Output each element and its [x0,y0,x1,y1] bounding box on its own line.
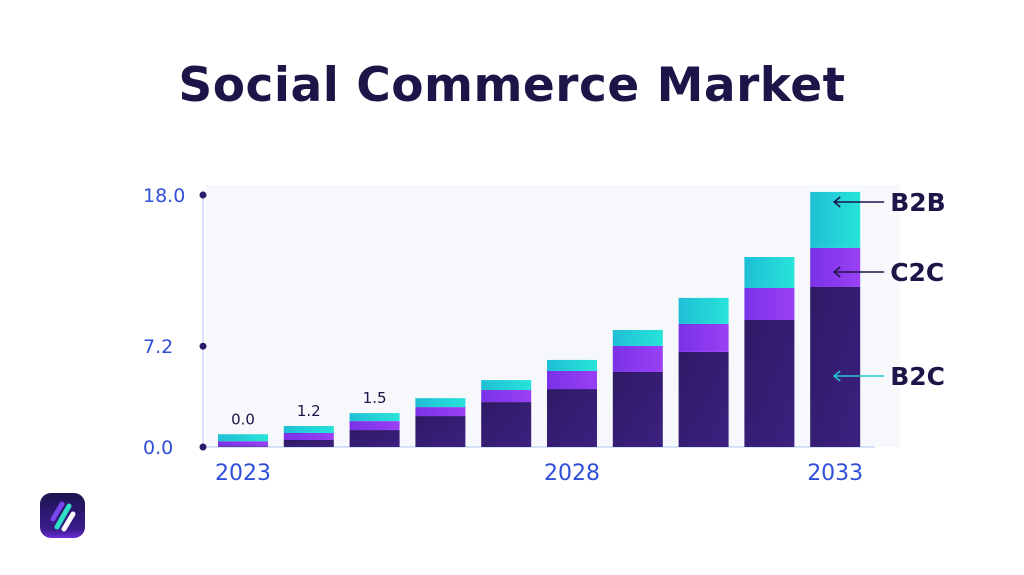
data-label: 1.2 [297,402,321,420]
y-tick-label: 0.0 [143,437,173,459]
bar-b2c-segment [547,389,597,447]
bar-b2b-segment [612,329,663,346]
bar-b2b-segment [415,398,466,408]
bar-b2b-segment [744,257,795,288]
bar-b2c-segment [810,286,861,447]
x-tick-label: 2028 [544,461,600,486]
data-label: 1.5 [363,389,387,407]
bar-c2c-segment [744,287,795,321]
x-tick-label: 2033 [807,461,863,486]
y-tick-dot [199,443,207,451]
bar-c2c-segment [218,441,268,447]
y-tick-label: 18.0 [143,185,185,207]
bar-b2b-segment [218,434,268,442]
x-tick-label: 2023 [215,461,271,486]
legend-label-c2c: C2C [890,258,944,287]
bar-b2c-segment [218,446,268,447]
bar-b2c-segment [349,430,400,447]
bar-c2c-segment [547,370,597,390]
bar-c2c-segment [283,433,334,440]
data-label: 0.0 [231,410,255,428]
bar-b2c-segment [481,402,532,447]
bar-c2c-segment [810,247,861,287]
legend-label-b2c: B2C [890,362,945,391]
bar-b2b-segment [349,413,400,422]
chart-title: Social Commerce Market [178,58,846,113]
bar-c2c-segment [415,407,466,417]
legend-label-b2b: B2B [890,188,946,217]
bar-c2c-segment [678,323,729,352]
y-tick-label: 7.2 [143,336,173,358]
bar-c2c-segment [612,345,663,372]
legend-arrowhead-icon [832,266,841,278]
bar-b2c-segment [283,440,334,447]
bar-b2c-segment [612,371,663,447]
legend-arrowhead-icon [832,196,841,208]
bar-c2c-segment [349,421,400,431]
y-tick-dot [199,342,207,350]
logo-slashes-icon [50,501,76,532]
bar-b2b-segment [678,297,729,324]
bar-b2c-segment [415,416,466,447]
bar-b2c-segment [744,320,795,447]
brand-logo [40,493,85,538]
bar-b2b-segment [481,380,532,391]
y-tick-dot [199,191,207,199]
bar-b2b-segment [283,426,334,433]
legend-arrowhead-icon [832,370,841,382]
bar-b2c-segment [678,351,729,447]
bar-c2c-segment [481,390,532,403]
bar-b2b-segment [547,359,597,371]
